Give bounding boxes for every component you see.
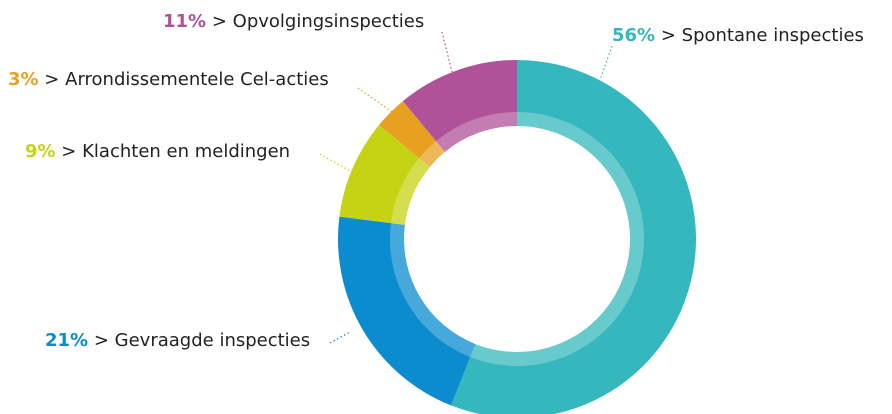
percent-label: 9% [25,141,56,162]
donut-inner-band [390,223,476,358]
category-label: Spontane inspecties [682,25,864,46]
separator: > [94,330,109,351]
percent-label: 11% [163,11,206,32]
category-label: Arrondissementele Cel-acties [65,69,329,90]
label: 56% > Spontane inspecties [612,25,864,46]
donut-segment [337,216,476,406]
category-label: Opvolgingsinspecties [233,11,425,32]
category-label: Gevraagde inspecties [115,330,310,351]
leader-line [319,153,353,173]
leader-line [441,31,453,73]
donut-inner-band [436,112,517,152]
label: 11% > Opvolgingsinspecties [163,11,424,32]
donut-segment [451,60,696,414]
leader-line [329,331,351,344]
donut-segment [339,124,430,225]
category-label: Klachten en meldingen [82,141,290,162]
label: 3% > Arrondissementele Cel-acties [8,69,329,90]
separator: > [44,69,59,90]
percent-label: 56% [612,25,655,46]
leader-line [599,45,613,81]
separator: > [661,25,676,46]
donut-segment [402,60,517,152]
percent-label: 21% [45,330,88,351]
donut-segment [379,101,445,167]
separator: > [212,11,227,32]
leader-line [357,87,396,115]
donut-inner-band [391,158,430,225]
separator: > [61,141,76,162]
percent-label: 3% [8,69,39,90]
label: 21% > Gevraagde inspecties [45,330,310,351]
donut-inner-band [419,141,445,167]
label: 9% > Klachten en meldingen [25,141,290,162]
